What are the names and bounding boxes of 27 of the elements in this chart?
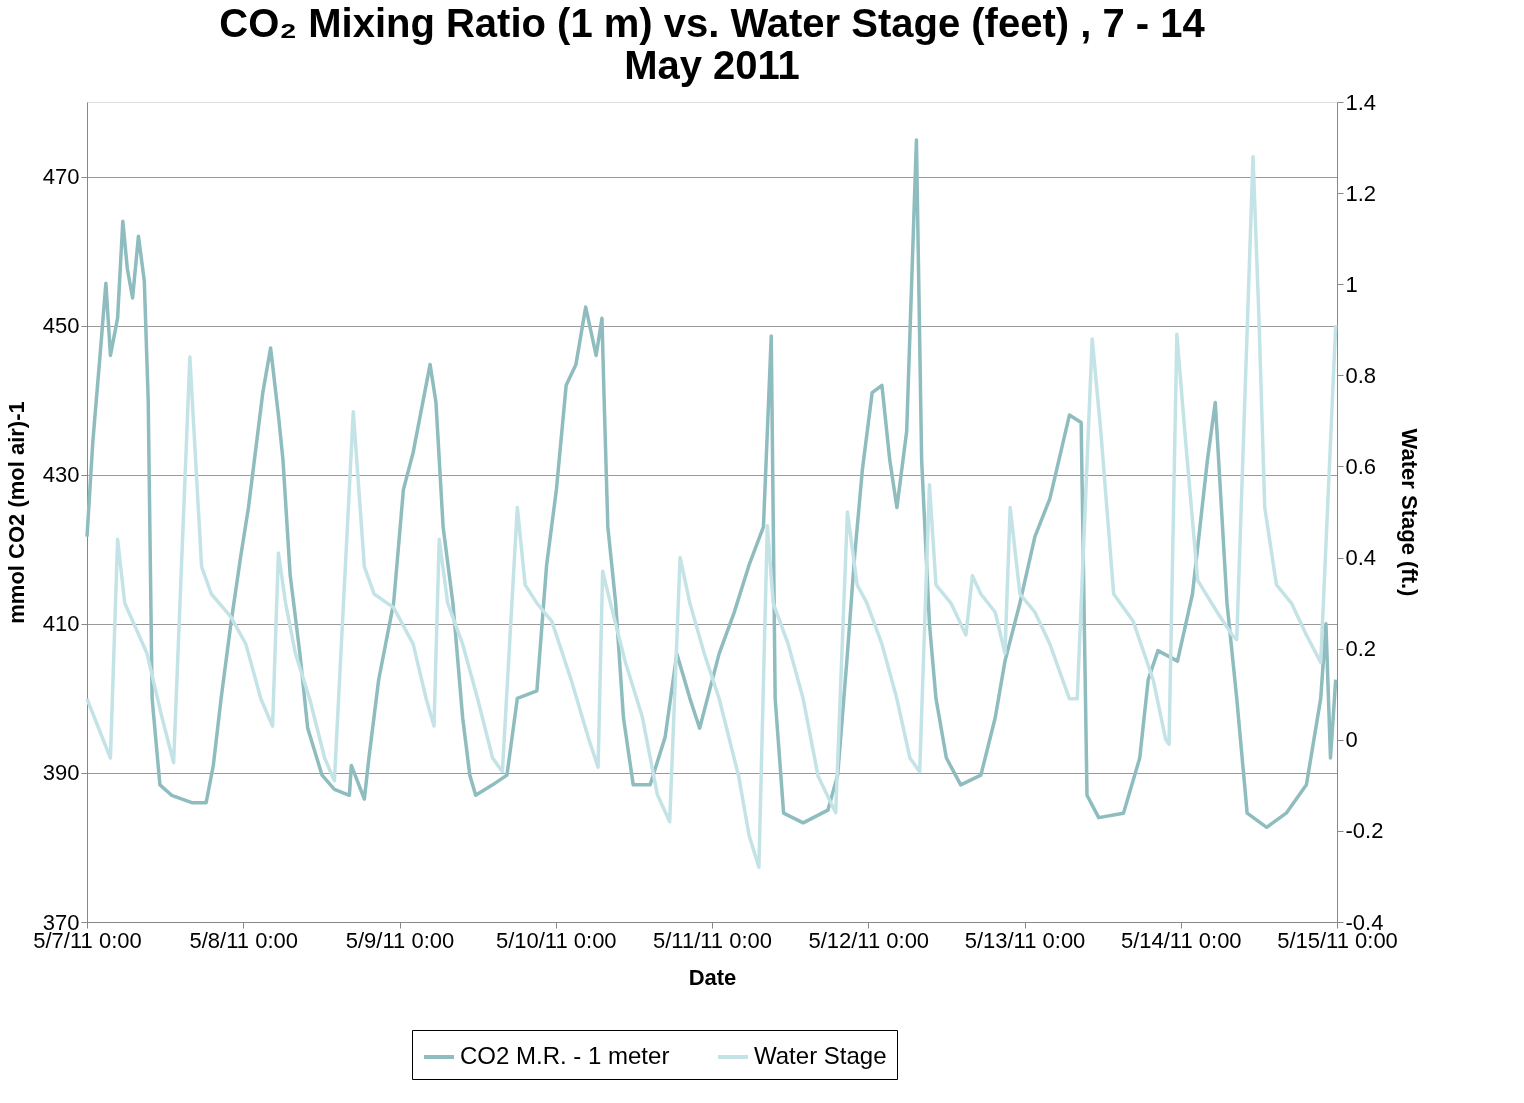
x-tick-label: 5/9/11 0:00 [345, 927, 455, 953]
x-tick-label: 5/14/11 0:00 [1120, 927, 1242, 953]
y2-tick-label: 1.4 [1345, 89, 1377, 115]
y2-tick-label: 1 [1345, 271, 1358, 297]
y2-tick-label: 0.2 [1345, 636, 1377, 662]
x-tick-label: 5/12/11 0:00 [808, 927, 930, 953]
y-tick-label: 390 [42, 760, 80, 786]
y-tick-label: 430 [42, 462, 80, 488]
y-axis-title: mmol CO2 (mol air)-1 [3, 401, 29, 624]
y2-tick-label: 0 [1345, 727, 1358, 753]
y2-tick-label: 0.8 [1345, 362, 1377, 388]
y2-tick-label: 0.4 [1345, 545, 1377, 571]
y-tick-label: 450 [42, 313, 80, 339]
y2-tick-label: 1.2 [1345, 180, 1377, 206]
x-tick-label: 5/8/11 0:00 [189, 927, 298, 953]
x-tick-label: 5/13/11 0:00 [964, 927, 1086, 953]
x-tick-label: 5/11/11 0:00 [652, 927, 773, 953]
y2-tick-label: 0.6 [1345, 453, 1377, 479]
y2-tick-label: -0.2 [1345, 818, 1384, 844]
chart-title: CO₂ Mixing Ratio (1 m) vs. Water Stage (feet) , 7 - 14 May 2011 [219, 1, 1206, 87]
x-axis-title: Date [688, 964, 737, 990]
legend-label: CO2 M.R. - 1 meter [460, 1042, 670, 1069]
legend-label: Water Stage [754, 1042, 887, 1069]
x-tick-label: 5/10/11 0:00 [495, 927, 617, 953]
y-tick-label: 410 [42, 611, 80, 637]
y2-axis-title: Water Stage (ft.) [1397, 428, 1423, 597]
y-tick-label: 470 [42, 164, 80, 190]
